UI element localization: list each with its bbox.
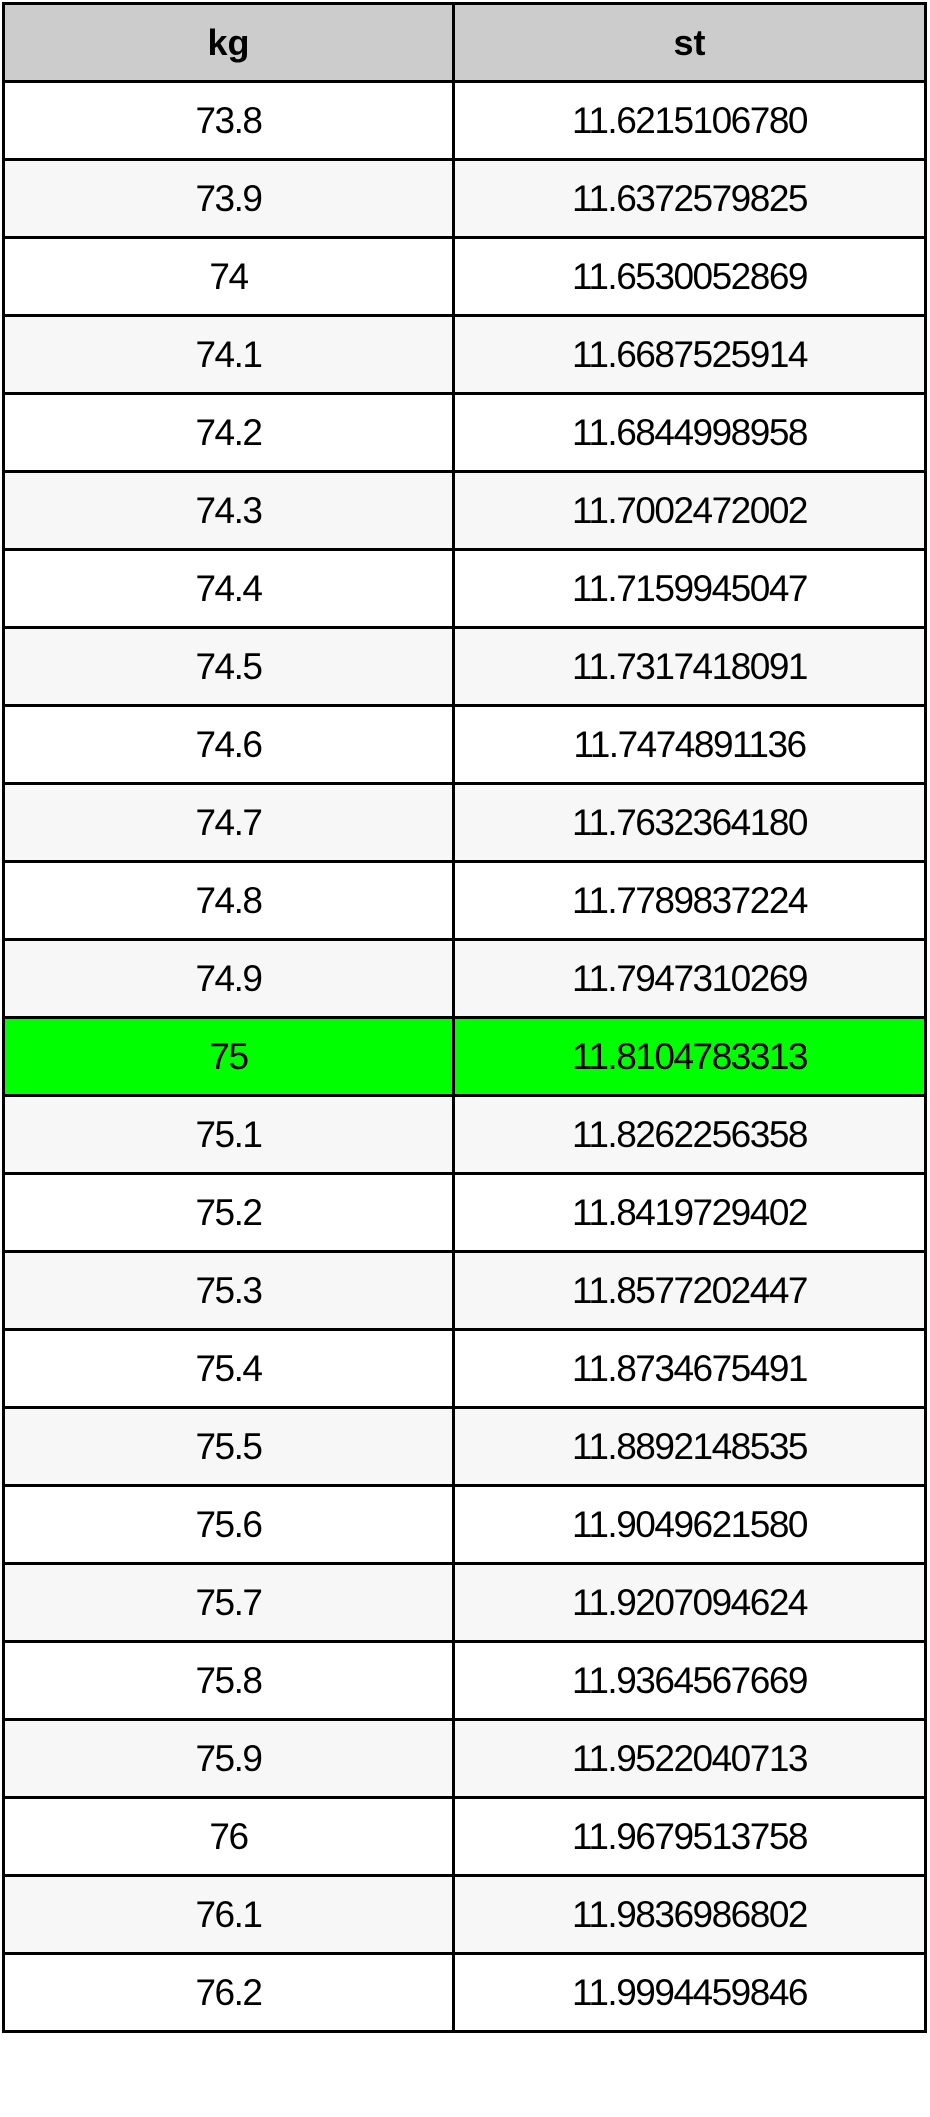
header-row: kg st (2, 2, 927, 83)
table-row: 75.4 11.8734675491 (2, 1328, 927, 1409)
table-row: 75.2 11.8419729402 (2, 1172, 927, 1253)
st-cell: 11.7159945047 (452, 548, 927, 629)
table-row: 74.6 11.7474891136 (2, 704, 927, 785)
kg-cell: 74.4 (2, 548, 455, 629)
kg-cell: 73.8 (2, 80, 455, 161)
st-cell: 11.6530052869 (452, 236, 927, 317)
st-cell: 11.6215106780 (452, 80, 927, 161)
st-cell: 11.8104783313 (452, 1016, 927, 1097)
st-cell: 11.7947310269 (452, 938, 927, 1019)
st-cell: 11.6687525914 (452, 314, 927, 395)
table-row: 74 11.6530052869 (2, 236, 927, 317)
table-row: 75.1 11.8262256358 (2, 1094, 927, 1175)
st-cell: 11.8734675491 (452, 1328, 927, 1409)
kg-cell: 75.7 (2, 1562, 455, 1643)
kg-cell: 75.9 (2, 1718, 455, 1799)
st-cell: 11.9522040713 (452, 1718, 927, 1799)
kg-cell: 75 (2, 1016, 455, 1097)
st-cell: 11.6844998958 (452, 392, 927, 473)
kg-cell: 75.6 (2, 1484, 455, 1565)
kg-cell: 76.2 (2, 1952, 455, 2033)
kg-cell: 74.9 (2, 938, 455, 1019)
table-row: 76 11.9679513758 (2, 1796, 927, 1877)
st-cell: 11.7632364180 (452, 782, 927, 863)
table-row: 74.7 11.7632364180 (2, 782, 927, 863)
st-cell: 11.7002472002 (452, 470, 927, 551)
table-row: 76.2 11.9994459846 (2, 1952, 927, 2033)
st-cell: 11.7789837224 (452, 860, 927, 941)
table-row: 75.7 11.9207094624 (2, 1562, 927, 1643)
table-row: 75.5 11.8892148535 (2, 1406, 927, 1487)
st-cell: 11.8892148535 (452, 1406, 927, 1487)
table-row: 74.1 11.6687525914 (2, 314, 927, 395)
kg-cell: 75.8 (2, 1640, 455, 1721)
kg-cell: 75.3 (2, 1250, 455, 1331)
kg-cell: 74.8 (2, 860, 455, 941)
kg-cell: 75.2 (2, 1172, 455, 1253)
st-cell: 11.7474891136 (452, 704, 927, 785)
st-cell: 11.9049621580 (452, 1484, 927, 1565)
table-row: 75.3 11.8577202447 (2, 1250, 927, 1331)
kg-cell: 73.9 (2, 158, 455, 239)
st-cell: 11.9207094624 (452, 1562, 927, 1643)
st-cell: 11.6372579825 (452, 158, 927, 239)
st-cell: 11.8419729402 (452, 1172, 927, 1253)
st-cell: 11.8577202447 (452, 1250, 927, 1331)
table-row: 74.5 11.7317418091 (2, 626, 927, 707)
st-cell: 11.7317418091 (452, 626, 927, 707)
table-row: 73.8 11.6215106780 (2, 80, 927, 161)
kg-cell: 74.6 (2, 704, 455, 785)
kg-cell: 75.5 (2, 1406, 455, 1487)
st-cell: 11.9364567669 (452, 1640, 927, 1721)
table-row: 74.3 11.7002472002 (2, 470, 927, 551)
kg-cell: 76 (2, 1796, 455, 1877)
st-cell: 11.8262256358 (452, 1094, 927, 1175)
kg-cell: 74.5 (2, 626, 455, 707)
table-row: 75.9 11.9522040713 (2, 1718, 927, 1799)
kg-cell: 74.3 (2, 470, 455, 551)
table-row: 73.9 11.6372579825 (2, 158, 927, 239)
st-cell: 11.9836986802 (452, 1874, 927, 1955)
table-row: 76.1 11.9836986802 (2, 1874, 927, 1955)
conversion-table: kg st 73.8 11.6215106780 73.9 11.6372579825… (2, 2, 927, 2033)
table-row-highlighted: 75 11.8104783313 (2, 1016, 927, 1097)
header-st: st (452, 2, 927, 83)
kg-cell: 74.7 (2, 782, 455, 863)
kg-cell: 74.1 (2, 314, 455, 395)
table-row: 75.6 11.9049621580 (2, 1484, 927, 1565)
kg-cell: 74 (2, 236, 455, 317)
table-row: 74.4 11.7159945047 (2, 548, 927, 629)
table-row: 74.2 11.6844998958 (2, 392, 927, 473)
table-row: 75.8 11.9364567669 (2, 1640, 927, 1721)
kg-cell: 75.4 (2, 1328, 455, 1409)
header-kg: kg (2, 2, 455, 83)
table-row: 74.8 11.7789837224 (2, 860, 927, 941)
st-cell: 11.9994459846 (452, 1952, 927, 2033)
kg-cell: 76.1 (2, 1874, 455, 1955)
table-row: 74.9 11.7947310269 (2, 938, 927, 1019)
kg-cell: 75.1 (2, 1094, 455, 1175)
st-cell: 11.9679513758 (452, 1796, 927, 1877)
kg-cell: 74.2 (2, 392, 455, 473)
